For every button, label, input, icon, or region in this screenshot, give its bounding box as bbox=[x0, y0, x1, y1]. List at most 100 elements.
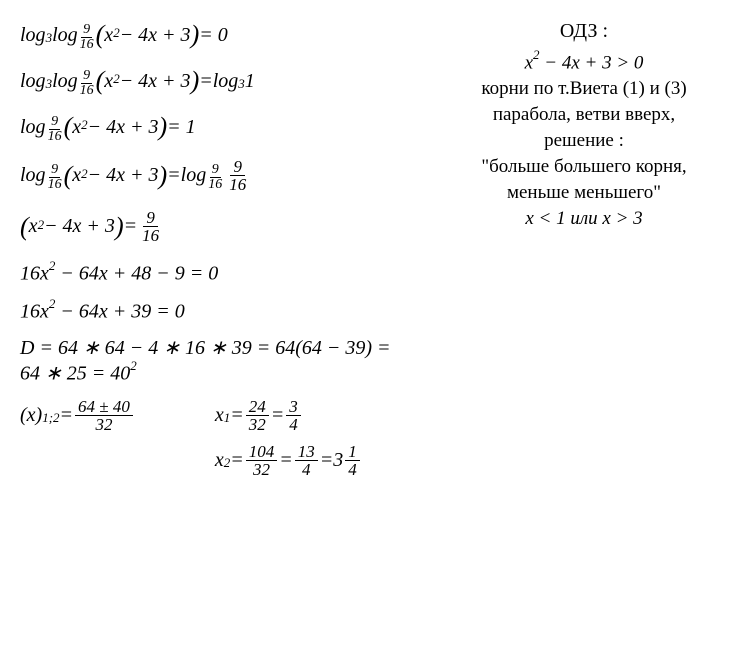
paren-close: ) bbox=[159, 112, 168, 142]
paren-close: ) bbox=[191, 20, 200, 50]
log-base-frac: 916 bbox=[46, 115, 64, 144]
rhs-frac: 916 bbox=[139, 209, 162, 244]
frac-2: 34 bbox=[286, 398, 301, 433]
odz-title: ОДЗ : bbox=[444, 20, 724, 43]
log-text: log bbox=[20, 24, 46, 47]
odz-rule-1: "больше большего корня, bbox=[444, 156, 724, 178]
equation-4: log916(x2 − 4x + 3)= log916916 bbox=[20, 158, 414, 193]
exponent: 2 bbox=[81, 117, 88, 133]
equation-3: log916(x2 − 4x + 3)= 1 bbox=[20, 112, 414, 142]
mixed-int: 3 bbox=[333, 449, 343, 472]
x-label: (x) bbox=[20, 404, 42, 427]
solutions-row: (x)1;2 = 64 ± 4032 x1 = 2432 = 34 x2 = 1… bbox=[20, 398, 414, 488]
term: 16x bbox=[20, 263, 49, 285]
frac-2: 134 bbox=[295, 443, 318, 478]
expr-rest: − 4x + 3 bbox=[44, 215, 115, 238]
paren-close: ) bbox=[191, 66, 200, 96]
log-text: log bbox=[52, 24, 78, 47]
equations-column: log3log916(x2 − 4x + 3)= 0 log3log916(x2… bbox=[20, 20, 414, 488]
equation-discriminant: D = 64 ∗ 64 − 4 ∗ 16 ∗ 39 = 64(64 − 39) … bbox=[20, 335, 414, 386]
equals: = bbox=[230, 404, 244, 427]
mixed-number: 314 bbox=[333, 443, 362, 478]
log-text: log bbox=[20, 116, 46, 139]
exponent: 2 bbox=[113, 25, 120, 41]
x-results-column: x1 = 2432 = 34 x2 = 10432 = 134 = 314 bbox=[215, 398, 362, 488]
expr-rest: − 64x + 48 − 9 = 0 bbox=[55, 263, 218, 285]
x-sub: 1 bbox=[224, 410, 231, 426]
odz-inequality: x2 − 4x + 3 > 0 bbox=[444, 49, 724, 74]
x-label: x bbox=[215, 404, 224, 427]
solution-frac: 64 ± 4032 bbox=[75, 398, 133, 433]
log-base: 3 bbox=[46, 30, 53, 46]
x-sub: 2 bbox=[224, 455, 231, 471]
expr-rest: − 4x + 3 bbox=[88, 164, 159, 187]
equals: = bbox=[320, 449, 334, 472]
odz-solution-label: решение : bbox=[444, 130, 724, 152]
exponent: 2 bbox=[38, 217, 45, 233]
odz-column: ОДЗ : x2 − 4x + 3 > 0 корни по т.Виета (… bbox=[444, 20, 724, 488]
odz-parabola: парабола, ветви вверх, bbox=[444, 104, 724, 126]
mixed-frac: 14 bbox=[345, 443, 360, 478]
odz-vieta: корни по т.Виета (1) и (3) bbox=[444, 78, 724, 100]
equals-rhs: = 0 bbox=[199, 24, 228, 47]
equals: = bbox=[60, 404, 74, 427]
expr-rest: − 64x + 39 = 0 bbox=[55, 300, 184, 322]
var-x: x bbox=[29, 215, 38, 238]
odz-answer: x < 1 или x > 3 bbox=[444, 208, 724, 230]
expr-rest: − 4x + 3 bbox=[120, 24, 191, 47]
var-x: x bbox=[72, 116, 81, 139]
paren-open: ( bbox=[20, 212, 29, 242]
exponent: 2 bbox=[81, 166, 88, 182]
equals-rhs: = 1 bbox=[167, 116, 196, 139]
equation-7: 16x2 − 64x + 39 = 0 bbox=[20, 298, 414, 324]
paren-open: ( bbox=[64, 161, 73, 191]
exponent: 2 bbox=[49, 296, 56, 311]
equation-1: log3log916(x2 − 4x + 3)= 0 bbox=[20, 20, 414, 50]
paren-close: ) bbox=[159, 161, 168, 191]
equals: = bbox=[230, 449, 244, 472]
var-x: x bbox=[72, 164, 81, 187]
log-text: log bbox=[213, 70, 239, 93]
exponent: 2 bbox=[130, 358, 137, 373]
equation-2: log3log916(x2 − 4x + 3)= log31 bbox=[20, 66, 414, 96]
paren-close: ) bbox=[115, 212, 124, 242]
equals: = bbox=[279, 449, 293, 472]
paren-open: ( bbox=[96, 66, 105, 96]
math-document: log3log916(x2 − 4x + 3)= 0 log3log916(x2… bbox=[20, 20, 724, 488]
expr-rest: − 4x + 3 bbox=[120, 70, 191, 93]
expr-rest: − 4x + 3 bbox=[88, 116, 159, 139]
rhs-frac: 916 bbox=[226, 158, 249, 193]
var-x: x bbox=[104, 70, 113, 93]
log-base-frac: 916 bbox=[78, 23, 96, 52]
expr-rest: − 4x + 3 > 0 bbox=[540, 52, 644, 73]
x12-solution: (x)1;2 = 64 ± 4032 bbox=[20, 398, 135, 488]
log-text: log bbox=[20, 70, 46, 93]
equation-6: 16x2 − 64x + 48 − 9 = 0 bbox=[20, 260, 414, 286]
x-sub: 1;2 bbox=[42, 410, 59, 426]
log-base-frac: 916 bbox=[46, 163, 64, 192]
equals: = bbox=[167, 164, 181, 187]
x1-result: x1 = 2432 = 34 bbox=[215, 398, 362, 433]
term: 16x bbox=[20, 300, 49, 322]
frac-1: 2432 bbox=[246, 398, 269, 433]
log-text: log bbox=[181, 164, 207, 187]
exponent: 2 bbox=[113, 71, 120, 87]
log-base-frac: 916 bbox=[206, 163, 224, 192]
var-x: x bbox=[525, 52, 533, 73]
value: 1 bbox=[245, 70, 255, 93]
x2-result: x2 = 10432 = 134 = 314 bbox=[215, 443, 362, 478]
discriminant-expr: D = 64 ∗ 64 − 4 ∗ 16 ∗ 39 = 64(64 − 39) … bbox=[20, 337, 391, 385]
log-base-frac: 916 bbox=[78, 69, 96, 98]
x-label: x bbox=[215, 449, 224, 472]
equals: = bbox=[271, 404, 285, 427]
log-text: log bbox=[52, 70, 78, 93]
equals: = bbox=[199, 70, 213, 93]
equals: = bbox=[124, 215, 138, 238]
log-text: log bbox=[20, 164, 46, 187]
paren-open: ( bbox=[96, 20, 105, 50]
exponent: 2 bbox=[533, 47, 540, 62]
var-x: x bbox=[104, 24, 113, 47]
log-base: 3 bbox=[238, 76, 245, 92]
log-base: 3 bbox=[46, 76, 53, 92]
odz-rule-2: меньше меньшего" bbox=[444, 182, 724, 204]
